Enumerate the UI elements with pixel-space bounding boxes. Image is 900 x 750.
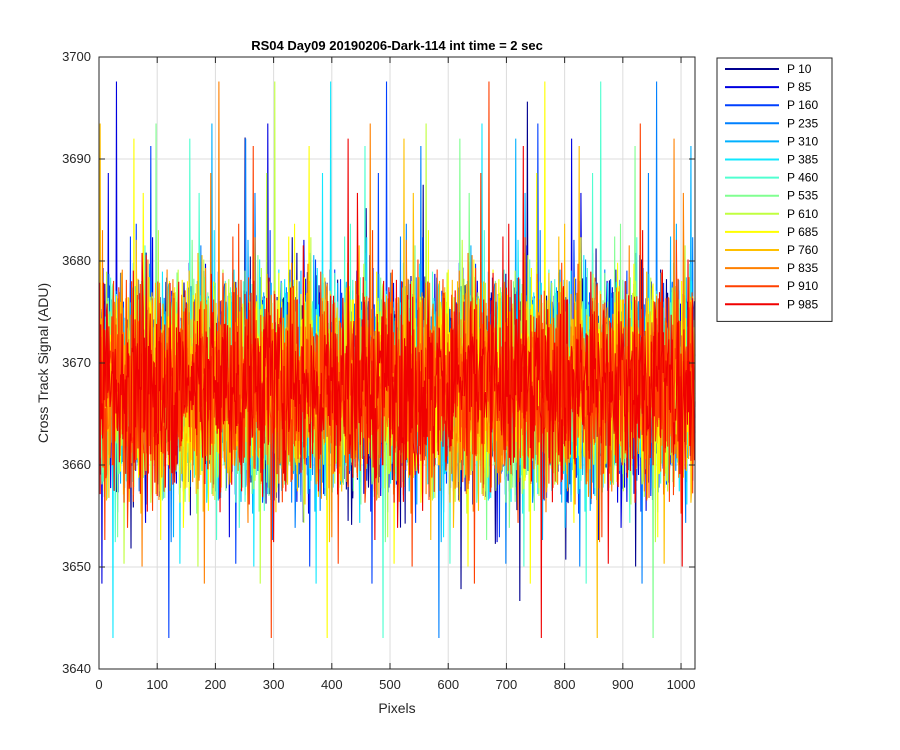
y-tick-labels: 3640 3650 3660 3670 3680 3690 3700 — [62, 49, 91, 676]
series-lines — [99, 81, 696, 639]
legend: P 10 P 85 P 160 P 235 P 310 P 385 P 460 P 535 P … — [716, 57, 833, 322]
legend-entry-label: P 10 — [787, 62, 812, 76]
x-tick-label: 200 — [205, 677, 227, 692]
legend-entry-label: P 385 — [787, 153, 818, 167]
x-axis-label: Pixels — [378, 700, 415, 716]
series-line-p985 — [99, 138, 696, 639]
y-tick-label: 3690 — [62, 151, 91, 166]
x-tick-label: 0 — [95, 677, 102, 692]
y-tick-label: 3700 — [62, 49, 91, 64]
y-tick-label: 3670 — [62, 355, 91, 370]
x-tick-label: 500 — [379, 677, 401, 692]
legend-entry-label: P 310 — [787, 134, 818, 148]
legend-entry-label: P 910 — [787, 279, 818, 293]
x-tick-label: 600 — [437, 677, 459, 692]
x-tick-label: 400 — [321, 677, 343, 692]
legend-entry-label: P 985 — [787, 297, 818, 311]
x-tick-labels: 0 100 200 300 400 500 600 700 800 900 1000 — [95, 677, 695, 692]
legend-entry-label: P 160 — [787, 98, 818, 112]
chart-title: RS04 Day09 20190206-Dark-114 int time = … — [251, 38, 543, 53]
legend-entry-label: P 760 — [787, 243, 818, 257]
y-axis-label: Cross Track Signal (ADU) — [35, 283, 51, 443]
legend-entry-label: P 610 — [787, 207, 818, 221]
legend-entry-label: P 235 — [787, 116, 818, 130]
x-tick-label: 300 — [263, 677, 285, 692]
legend-entry-label: P 535 — [787, 189, 818, 203]
x-tick-label: 700 — [496, 677, 518, 692]
x-tick-label: 1000 — [667, 677, 696, 692]
legend-entry-label: P 685 — [787, 225, 818, 239]
x-tick-label: 800 — [554, 677, 576, 692]
axes — [98, 56, 696, 670]
x-tick-label: 900 — [612, 677, 634, 692]
y-tick-label: 3660 — [62, 457, 91, 472]
legend-entry-label: P 85 — [787, 80, 812, 94]
y-tick-label: 3650 — [62, 559, 91, 574]
x-tick-label: 100 — [146, 677, 168, 692]
legend-box — [716, 57, 833, 322]
legend-entry-label: P 460 — [787, 171, 818, 185]
legend-entry-label: P 835 — [787, 261, 818, 275]
y-tick-label: 3640 — [62, 661, 91, 676]
y-tick-label: 3680 — [62, 253, 91, 268]
